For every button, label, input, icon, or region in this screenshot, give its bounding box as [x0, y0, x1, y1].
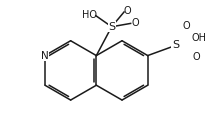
Text: O: O: [131, 18, 139, 28]
Text: O: O: [124, 6, 132, 15]
Text: OH: OH: [192, 33, 207, 43]
Text: S: S: [172, 40, 179, 50]
Text: O: O: [193, 52, 200, 62]
Text: O: O: [183, 21, 191, 31]
Text: HO: HO: [82, 9, 97, 20]
Text: S: S: [108, 22, 115, 32]
Text: N: N: [41, 51, 49, 61]
